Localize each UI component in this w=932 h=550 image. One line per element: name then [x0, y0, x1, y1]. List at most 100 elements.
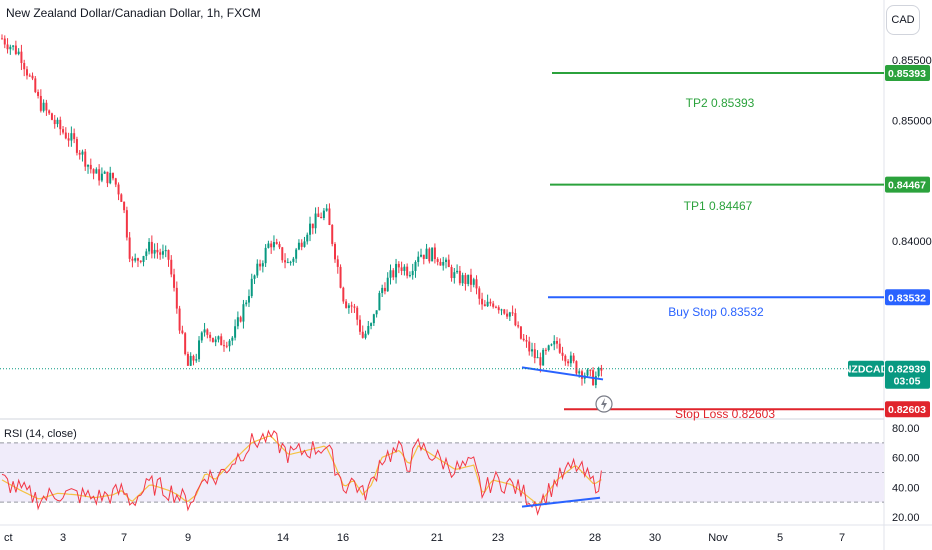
- candle: [295, 249, 298, 259]
- candle: [64, 132, 67, 139]
- candle: [272, 242, 275, 248]
- candle: [195, 359, 198, 361]
- candle: [114, 178, 117, 185]
- candle: [325, 208, 328, 211]
- current-price-tag: [885, 360, 930, 389]
- candle: [567, 361, 570, 364]
- price-axis-tick: 0.85000: [892, 115, 932, 127]
- candle: [558, 343, 561, 353]
- candle: [95, 169, 98, 174]
- candle: [270, 243, 273, 248]
- candle: [431, 247, 434, 262]
- rsi-axis-tick: 20.00: [892, 512, 920, 524]
- candle: [542, 349, 545, 366]
- candle: [508, 312, 511, 317]
- candle: [414, 261, 417, 271]
- candle: [475, 279, 478, 289]
- candle: [420, 254, 423, 257]
- candle: [422, 254, 425, 259]
- candle: [489, 301, 492, 304]
- candle: [159, 252, 162, 255]
- candle: [350, 305, 353, 307]
- candle: [447, 259, 450, 268]
- candle: [356, 307, 359, 320]
- candle: [84, 151, 87, 167]
- candle: [525, 340, 528, 342]
- candle: [109, 172, 112, 184]
- candle: [467, 274, 470, 284]
- time-axis-tick: 7: [121, 532, 127, 544]
- candle: [206, 329, 209, 335]
- candle: [161, 251, 164, 255]
- candle: [181, 330, 184, 334]
- candle: [37, 91, 40, 96]
- level-price-tag: [885, 401, 930, 418]
- candle: [214, 339, 217, 343]
- rsi-axis-tick: 40.00: [892, 482, 920, 494]
- candle: [445, 259, 447, 262]
- candle: [250, 278, 253, 297]
- candle: [259, 263, 262, 267]
- candle: [245, 302, 248, 305]
- candle: [456, 270, 459, 273]
- candle: [433, 247, 436, 260]
- candle: [328, 208, 331, 225]
- candle: [234, 326, 237, 338]
- time-axis-tick: 16: [337, 532, 349, 544]
- candle: [309, 223, 312, 235]
- candle: [331, 224, 334, 244]
- candle: [600, 367, 603, 371]
- symbol-tag-text: NZDCAD: [844, 364, 889, 376]
- candle: [56, 119, 59, 125]
- candle: [461, 275, 464, 284]
- candle: [87, 164, 90, 167]
- candle: [572, 355, 575, 362]
- candle: [264, 247, 267, 264]
- level-price-tag-text: 0.85393: [888, 68, 926, 80]
- candle: [75, 139, 78, 153]
- candle: [594, 376, 597, 386]
- countdown-text: 03:05: [894, 376, 921, 388]
- candle: [156, 249, 159, 253]
- axes: 0.85500 0.85000 0.84000 80.00 60.00 40.00 20.0…: [4, 55, 932, 544]
- time-axis-tick: 28: [589, 532, 601, 544]
- candle: [522, 338, 525, 341]
- candle: [14, 45, 17, 55]
- candle: [375, 310, 378, 315]
- candle: [378, 293, 381, 311]
- currency-button[interactable]: CAD: [886, 5, 920, 35]
- candle: [6, 44, 9, 50]
- symbol-tag: [848, 360, 884, 377]
- candle: [322, 210, 325, 219]
- candle: [92, 169, 95, 174]
- candle: [314, 213, 317, 229]
- candle: [23, 63, 26, 70]
- candle: [406, 266, 409, 276]
- candle: [9, 46, 12, 50]
- candle: [192, 355, 195, 361]
- candle: [417, 256, 420, 262]
- lightning-icon-glyph: [601, 398, 607, 410]
- candle: [239, 317, 242, 322]
- rsi-series: [1, 366, 604, 516]
- candle: [453, 272, 456, 279]
- candle: [389, 270, 392, 278]
- candle: [320, 216, 323, 219]
- candle: [73, 133, 76, 140]
- candle: [503, 309, 506, 314]
- candle: [261, 263, 264, 267]
- candle: [569, 355, 572, 364]
- candle: [170, 259, 173, 275]
- candle: [544, 349, 547, 351]
- chart-title: New Zealand Dollar/Canadian Dollar, 1h, …: [6, 6, 261, 20]
- candle: [425, 248, 428, 259]
- candle: [12, 45, 15, 47]
- candle: [136, 258, 139, 261]
- candle: [223, 345, 225, 347]
- candle: [514, 313, 517, 326]
- candle: [275, 242, 278, 245]
- candle: [189, 355, 192, 366]
- level-label: Buy Stop 0.83532: [668, 305, 764, 319]
- candle: [225, 345, 228, 347]
